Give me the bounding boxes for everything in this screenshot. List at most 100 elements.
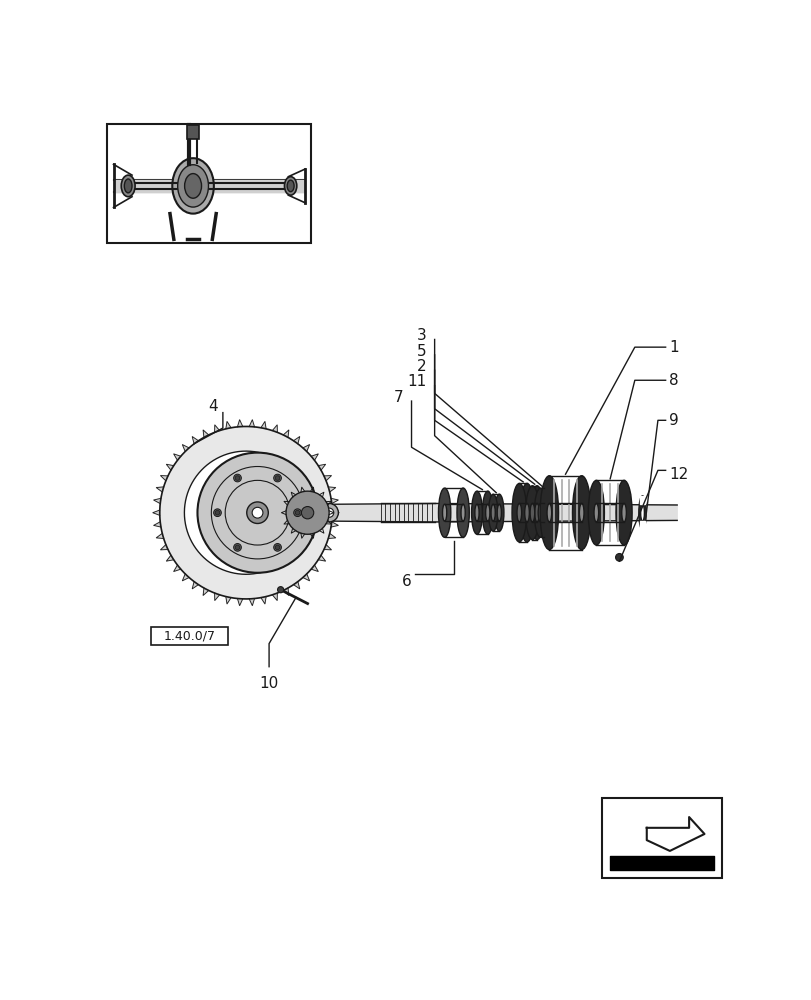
Ellipse shape bbox=[547, 503, 551, 522]
Ellipse shape bbox=[485, 504, 489, 521]
Polygon shape bbox=[153, 522, 161, 527]
Polygon shape bbox=[225, 421, 231, 429]
Polygon shape bbox=[161, 545, 168, 550]
Ellipse shape bbox=[457, 488, 469, 537]
Text: 11: 11 bbox=[407, 374, 427, 389]
Ellipse shape bbox=[491, 504, 495, 521]
Ellipse shape bbox=[234, 544, 241, 551]
Ellipse shape bbox=[488, 494, 497, 531]
Polygon shape bbox=[260, 597, 266, 604]
Polygon shape bbox=[214, 593, 219, 600]
Ellipse shape bbox=[524, 503, 529, 522]
Bar bbox=[602, 798, 721, 878]
Polygon shape bbox=[260, 421, 266, 429]
Ellipse shape bbox=[277, 587, 283, 593]
Ellipse shape bbox=[512, 483, 526, 542]
Ellipse shape bbox=[213, 509, 221, 517]
Text: 1.40.0/7: 1.40.0/7 bbox=[164, 629, 216, 642]
Polygon shape bbox=[283, 430, 289, 437]
Polygon shape bbox=[318, 555, 325, 561]
Polygon shape bbox=[203, 430, 208, 437]
Ellipse shape bbox=[124, 179, 132, 193]
Ellipse shape bbox=[615, 554, 623, 561]
Polygon shape bbox=[324, 476, 331, 481]
Ellipse shape bbox=[438, 488, 450, 537]
Ellipse shape bbox=[273, 544, 281, 551]
Bar bbox=[187, 125, 199, 139]
Ellipse shape bbox=[621, 503, 625, 522]
Ellipse shape bbox=[579, 503, 583, 522]
Polygon shape bbox=[166, 464, 174, 470]
Ellipse shape bbox=[234, 474, 241, 482]
Ellipse shape bbox=[517, 503, 521, 522]
Polygon shape bbox=[182, 445, 189, 452]
Polygon shape bbox=[152, 510, 160, 515]
Polygon shape bbox=[192, 582, 198, 589]
Ellipse shape bbox=[539, 476, 558, 550]
Ellipse shape bbox=[275, 545, 280, 550]
Polygon shape bbox=[332, 510, 339, 515]
Text: 5: 5 bbox=[417, 344, 427, 359]
Ellipse shape bbox=[287, 180, 294, 192]
Ellipse shape bbox=[442, 504, 446, 521]
Ellipse shape bbox=[638, 496, 646, 530]
Polygon shape bbox=[249, 599, 254, 606]
Ellipse shape bbox=[530, 486, 543, 540]
Ellipse shape bbox=[178, 165, 208, 207]
Ellipse shape bbox=[247, 502, 268, 523]
Text: 9: 9 bbox=[668, 413, 678, 428]
Ellipse shape bbox=[295, 510, 299, 515]
Text: 1: 1 bbox=[668, 340, 678, 355]
Ellipse shape bbox=[301, 507, 313, 519]
Ellipse shape bbox=[215, 510, 220, 515]
Polygon shape bbox=[225, 597, 231, 604]
Ellipse shape bbox=[252, 507, 263, 518]
Polygon shape bbox=[182, 574, 189, 581]
Polygon shape bbox=[324, 545, 331, 550]
Ellipse shape bbox=[235, 545, 239, 550]
Text: 4: 4 bbox=[208, 399, 217, 414]
Text: 7: 7 bbox=[393, 390, 403, 405]
Text: 2: 2 bbox=[417, 359, 427, 374]
Polygon shape bbox=[639, 521, 644, 530]
Text: 8: 8 bbox=[668, 373, 678, 388]
Text: 10: 10 bbox=[260, 676, 278, 691]
Ellipse shape bbox=[197, 453, 317, 573]
Polygon shape bbox=[192, 437, 198, 444]
Ellipse shape bbox=[273, 474, 281, 482]
Ellipse shape bbox=[172, 158, 213, 214]
Ellipse shape bbox=[530, 503, 534, 522]
Bar bbox=[107, 124, 311, 243]
Ellipse shape bbox=[294, 509, 301, 517]
Ellipse shape bbox=[320, 503, 338, 522]
Ellipse shape bbox=[534, 488, 546, 537]
Ellipse shape bbox=[324, 508, 333, 517]
Ellipse shape bbox=[184, 174, 201, 198]
Polygon shape bbox=[174, 454, 181, 460]
Polygon shape bbox=[237, 420, 242, 427]
Polygon shape bbox=[161, 476, 168, 481]
Polygon shape bbox=[303, 445, 309, 452]
Polygon shape bbox=[174, 565, 181, 571]
Polygon shape bbox=[328, 533, 335, 539]
Ellipse shape bbox=[572, 476, 590, 550]
Ellipse shape bbox=[525, 486, 539, 540]
Polygon shape bbox=[166, 555, 174, 561]
Polygon shape bbox=[331, 522, 338, 527]
Ellipse shape bbox=[496, 504, 501, 521]
Polygon shape bbox=[639, 496, 644, 504]
Text: 6: 6 bbox=[401, 574, 411, 589]
Polygon shape bbox=[293, 437, 299, 444]
Ellipse shape bbox=[275, 476, 280, 480]
Ellipse shape bbox=[494, 494, 504, 531]
Polygon shape bbox=[311, 565, 318, 571]
Polygon shape bbox=[249, 420, 254, 427]
Ellipse shape bbox=[538, 503, 542, 522]
Bar bbox=[151, 627, 228, 645]
Polygon shape bbox=[160, 426, 332, 599]
Polygon shape bbox=[293, 582, 299, 589]
Ellipse shape bbox=[235, 476, 239, 480]
Polygon shape bbox=[283, 588, 289, 595]
Polygon shape bbox=[214, 425, 219, 432]
Polygon shape bbox=[331, 498, 338, 504]
